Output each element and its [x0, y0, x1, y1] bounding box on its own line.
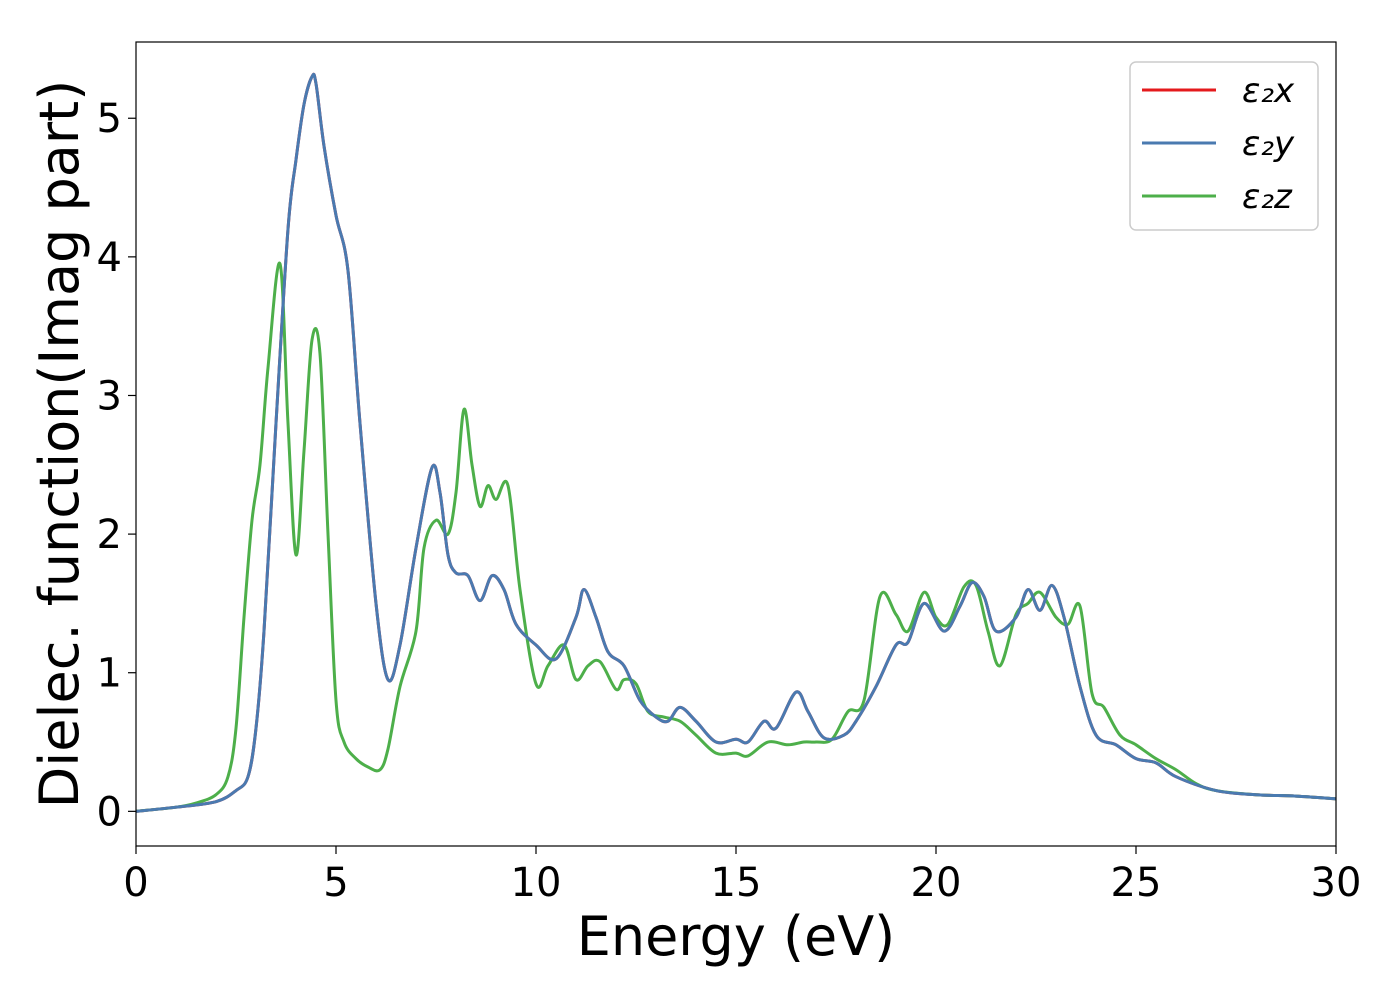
legend: ε₂x ε₂y ε₂z	[1129, 61, 1319, 231]
legend-label: ε₂z	[1242, 177, 1293, 217]
x-tick-label: 20	[911, 860, 962, 906]
legend-box	[1129, 61, 1319, 231]
legend-label: ε₂y	[1242, 124, 1295, 164]
x-tick-label: 30	[1311, 860, 1362, 906]
x-tick-label: 5	[323, 860, 348, 906]
x-tick-label: 0	[123, 860, 148, 906]
y-tick-label: 3	[97, 373, 122, 419]
plot-lines	[136, 72, 1336, 813]
y-axis-label: Dielec. function(Imag part)	[28, 80, 91, 809]
x-tick-label: 15	[711, 860, 762, 906]
y-tick-label: 5	[97, 96, 122, 142]
series-line-1	[136, 72, 1336, 813]
y-axis-ticks: 0 1 2 3 4 5	[97, 96, 136, 835]
y-tick-label: 1	[97, 651, 122, 697]
x-tick-label: 25	[1111, 860, 1162, 906]
x-tick-label: 10	[511, 860, 562, 906]
y-tick-label: 4	[97, 235, 122, 281]
legend-label: ε₂x	[1242, 71, 1295, 111]
x-axis-label: Energy (eV)	[577, 905, 896, 968]
x-axis-ticks: 0 5 10 15 20 25 30	[123, 846, 1361, 906]
series-line-2	[136, 261, 1336, 813]
y-tick-label: 2	[97, 512, 122, 558]
y-tick-label: 0	[97, 789, 122, 835]
